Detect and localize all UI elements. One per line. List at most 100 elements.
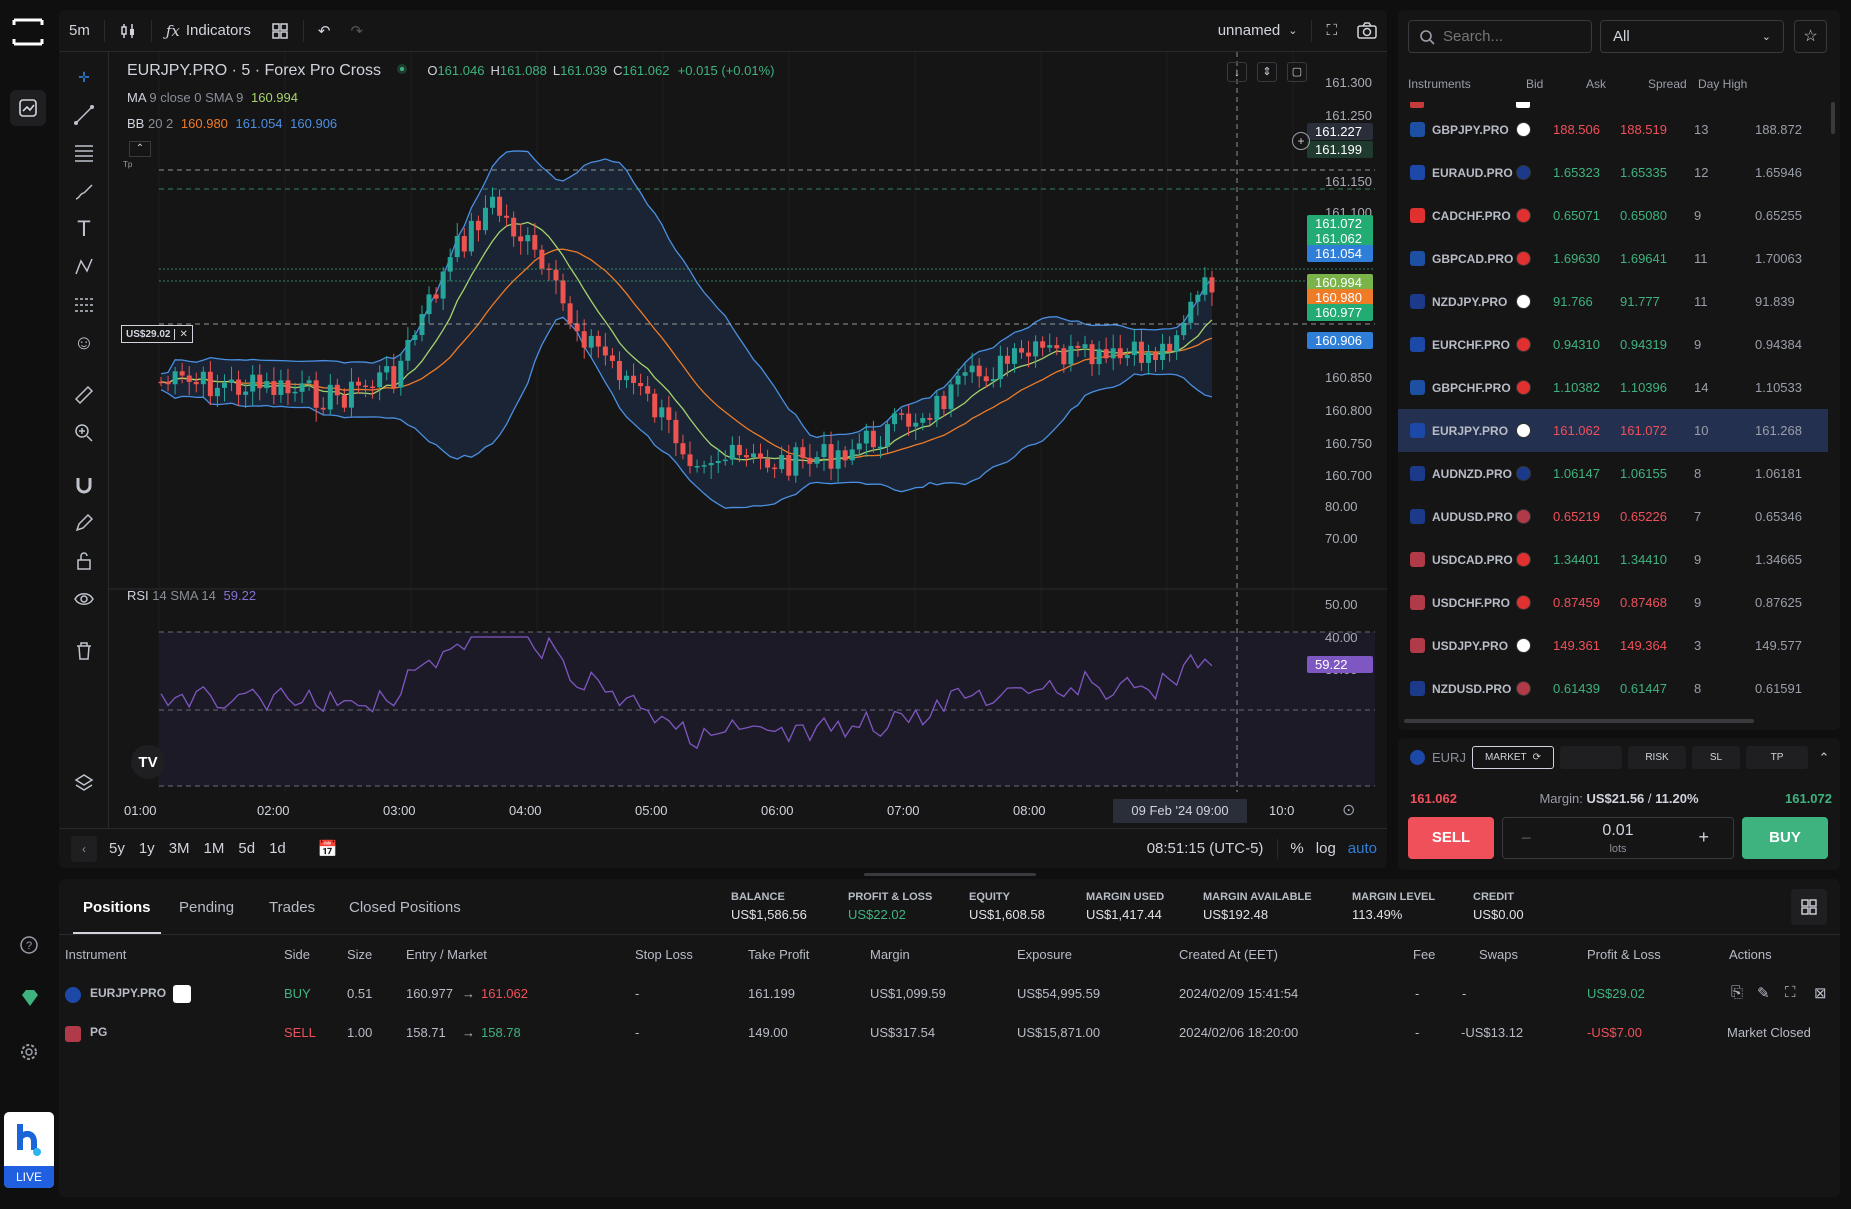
watchlist-row[interactable]: AUDUSD.PRO 0.65219 0.65226 7 0.65346 [1398, 495, 1828, 538]
sl-button[interactable]: SL [1692, 746, 1740, 769]
watchlist-row[interactable]: USDCAD.PRO 1.34401 1.34410 9 1.34665 [1398, 538, 1828, 581]
lots-value[interactable]: 0.01 [1602, 822, 1634, 839]
watchlist-row[interactable]: EURAUD.PRO 1.65323 1.65335 12 1.65946 [1398, 151, 1828, 194]
undo-button[interactable]: ↶ [308, 10, 341, 52]
search-box[interactable] [1408, 20, 1592, 53]
indicators-button[interactable]: ƒx Indicators [156, 10, 261, 52]
watchlist-header-bid[interactable]: Bid [1526, 77, 1544, 91]
edit-icon[interactable]: ✎ [1757, 985, 1770, 1002]
magnet-icon[interactable] [71, 472, 97, 498]
pencil-lock-icon[interactable] [71, 510, 97, 536]
tab-pending[interactable]: Pending [179, 899, 235, 916]
sell-button[interactable]: SELL [1408, 817, 1494, 859]
column-header[interactable]: Swaps [1479, 947, 1519, 962]
brush-icon[interactable] [71, 178, 97, 204]
watchlist-row[interactable]: CADCHF.PRO 0.65071 0.65080 9 0.65255 [1398, 194, 1828, 237]
market-order-button[interactable]: MARKET ⟳ [1472, 746, 1554, 769]
watchlist-row[interactable]: AUDNZD.PRO 1.06147 1.06155 8 1.06181 [1398, 452, 1828, 495]
ma-legend[interactable]: MA 9 close 0 SMA 9 160.994 [127, 90, 298, 105]
watchlist-header-spread[interactable]: Spread [1648, 77, 1687, 91]
watchlist-row[interactable]: USDJPY.PRO 149.361 149.364 3 149.577 [1398, 624, 1828, 667]
fullscreen-button[interactable]: ⛶ [1316, 10, 1347, 52]
risk-button[interactable]: RISK [1628, 746, 1686, 769]
fib-icon[interactable] [71, 140, 97, 166]
range-button-1d[interactable]: 1d [269, 840, 286, 857]
redo-button[interactable]: ↷ [340, 10, 373, 52]
panel-layout-button[interactable] [1791, 889, 1827, 925]
watchlist-row[interactable]: EURJPY.PRO 161.062 161.072 10 161.268 [1398, 409, 1828, 452]
watchlist-header-instruments[interactable]: Instruments [1408, 77, 1471, 91]
favorites-button[interactable]: ☆ [1794, 20, 1827, 53]
screenshot-button[interactable] [1347, 10, 1387, 52]
range-button-3M[interactable]: 3M [168, 840, 190, 857]
increase-lots-button[interactable]: + [1698, 827, 1709, 847]
bb-legend[interactable]: BB 20 2 160.980 161.054 160.906 [127, 116, 337, 131]
watchlist-row[interactable]: NZDUSD.PRO 0.61439 0.61447 8 0.61591 [1398, 667, 1828, 710]
auto-toggle[interactable]: auto [1347, 840, 1377, 857]
price-chart[interactable] [109, 52, 1387, 828]
filter-select[interactable]: All ⌄ [1600, 20, 1784, 53]
position-instrument[interactable]: PG [90, 1025, 108, 1039]
search-input[interactable] [1443, 28, 1583, 45]
range-button-5y[interactable]: 5y [109, 840, 125, 857]
column-header[interactable]: Take Profit [748, 947, 810, 962]
live-badge[interactable]: LIVE [4, 1112, 54, 1188]
eye-icon[interactable] [71, 586, 97, 612]
panel-resize-handle[interactable] [864, 873, 1036, 876]
horizontal-scrollbar[interactable] [1404, 719, 1754, 723]
buy-button[interactable]: BUY [1742, 817, 1828, 859]
layout-name-button[interactable]: unnamed ⌄ [1208, 10, 1308, 52]
tab-closed-positions[interactable]: Closed Positions [349, 899, 461, 916]
column-header[interactable]: Instrument [65, 947, 127, 962]
interval-button[interactable]: 5m [69, 22, 90, 39]
column-header[interactable]: Created At (EET) [1179, 947, 1278, 962]
column-header[interactable]: Entry / Market [406, 947, 487, 962]
ticket-blank-field[interactable] [1560, 746, 1622, 769]
range-button-1M[interactable]: 1M [203, 840, 225, 857]
emoji-icon[interactable]: ☺ [73, 331, 95, 354]
collapse-ticket-button[interactable]: ⌃ [1814, 746, 1834, 769]
share-icon[interactable]: ⎘ [1731, 984, 1744, 1001]
log-toggle[interactable]: log [1315, 840, 1336, 857]
position-take-profit[interactable]: 161.199 [748, 986, 795, 1001]
symbol-title[interactable]: EURJPY.PRO · 5 · Forex Pro Cross [127, 62, 381, 79]
close-position-icon[interactable]: ✕ [174, 328, 191, 340]
column-header[interactable]: Side [284, 947, 311, 962]
trash-icon[interactable] [71, 638, 97, 664]
zoom-icon[interactable] [71, 420, 97, 446]
watchlist-row[interactable]: GBPCAD.PRO 1.69630 1.69641 11 1.70063 [1398, 237, 1828, 280]
settings-icon[interactable] [19, 1042, 39, 1065]
position-stop-loss[interactable]: - [635, 986, 640, 1001]
projection-icon[interactable] [71, 292, 97, 318]
chart-type-button[interactable] [109, 10, 147, 52]
templates-button[interactable] [261, 10, 299, 52]
range-button-1y[interactable]: 1y [138, 840, 155, 857]
watchlist-row[interactable]: NZDJPY.PRO 91.766 91.777 11 91.839 [1398, 280, 1828, 323]
layers-icon[interactable] [71, 770, 97, 796]
decrease-lots-button[interactable]: − [1521, 828, 1532, 848]
ruler-icon[interactable] [71, 382, 97, 408]
tab-trades[interactable]: Trades [269, 899, 316, 916]
text-icon[interactable]: T [77, 216, 91, 241]
trendline-icon[interactable] [71, 102, 97, 128]
close-icon[interactable]: ⊠ [1814, 985, 1827, 1002]
column-header[interactable]: Size [347, 947, 373, 962]
position-take-profit[interactable]: 149.00 [748, 1025, 788, 1040]
column-header[interactable]: Stop Loss [635, 947, 693, 962]
column-header[interactable]: Actions [1729, 947, 1772, 962]
watchlist-row[interactable]: GBPJPY.PRO 188.506 188.519 13 188.872 [1398, 108, 1828, 151]
clock[interactable]: 08:51:15 (UTC-5) [1146, 840, 1264, 857]
percent-toggle[interactable]: % [1290, 840, 1304, 857]
pattern-icon[interactable] [71, 254, 97, 280]
column-header[interactable]: Margin [870, 947, 910, 962]
lots-stepper[interactable]: − 0.01 lots + [1502, 817, 1734, 859]
watchlist-header-day-high[interactable]: Day High [1698, 77, 1748, 91]
column-header[interactable]: Exposure [1017, 947, 1072, 962]
rsi-legend[interactable]: RSI 14 SMA 14 59.22 [127, 588, 256, 603]
tab-positions[interactable]: Positions [83, 899, 151, 916]
logo-icon[interactable] [12, 16, 44, 48]
column-header[interactable]: Fee [1413, 947, 1436, 962]
tradingview-logo-icon[interactable]: TV [131, 745, 165, 779]
position-stop-loss[interactable]: - [635, 1025, 640, 1040]
diamond-icon[interactable] [19, 988, 41, 1011]
